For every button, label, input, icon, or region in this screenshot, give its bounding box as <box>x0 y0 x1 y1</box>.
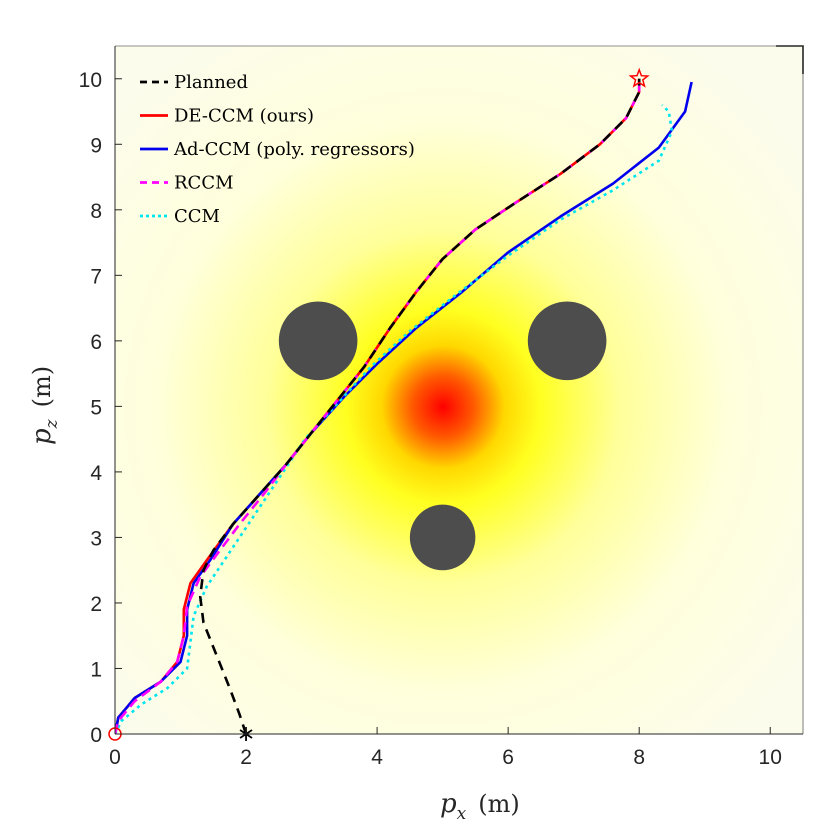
obstacle-2 <box>527 301 607 381</box>
y-tick-label: 2 <box>90 593 102 616</box>
y-tick-label: 5 <box>90 396 102 419</box>
y-tick-label: 10 <box>79 69 102 92</box>
x-tick-label: 6 <box>502 746 514 769</box>
y-tick-label: 7 <box>90 265 102 288</box>
legend: Planned DE-CCM (ours) Ad-CCM (poly. regres… <box>140 72 415 227</box>
legend-label: Ad-CCM (poly. regressors) <box>173 139 415 160</box>
x-tick-label: 10 <box>759 746 782 769</box>
goal-marker <box>628 67 650 88</box>
x-tick-label: 0 <box>109 746 121 769</box>
x-tick-label: 4 <box>371 746 383 769</box>
y-tick-label: 3 <box>90 527 102 550</box>
x-tick-label: 2 <box>240 746 252 769</box>
obstacle-3 <box>409 504 476 571</box>
corner-mark <box>776 45 804 74</box>
series-line-ccm <box>115 104 674 734</box>
y-axis-label: pz(m) <box>27 366 62 445</box>
legend-label: Planned <box>174 72 248 93</box>
y-tick-label: 8 <box>90 200 102 223</box>
legend-label: DE-CCM (ours) <box>174 106 314 127</box>
y-tick-label: 1 <box>90 658 102 681</box>
y-tick-label: 4 <box>90 462 102 485</box>
x-axis-label: px (m) <box>440 789 520 824</box>
disturbance-field <box>115 46 803 734</box>
obstacle-1 <box>278 301 358 381</box>
y-tick-label: 0 <box>90 724 102 747</box>
y-tick-label: 6 <box>90 331 102 354</box>
series-line-planned <box>198 78 641 734</box>
x-tick-label: 8 <box>633 746 645 769</box>
legend-label: RCCM <box>174 173 234 194</box>
legend-label: CCM <box>174 206 220 227</box>
y-tick-label: 9 <box>90 134 102 157</box>
